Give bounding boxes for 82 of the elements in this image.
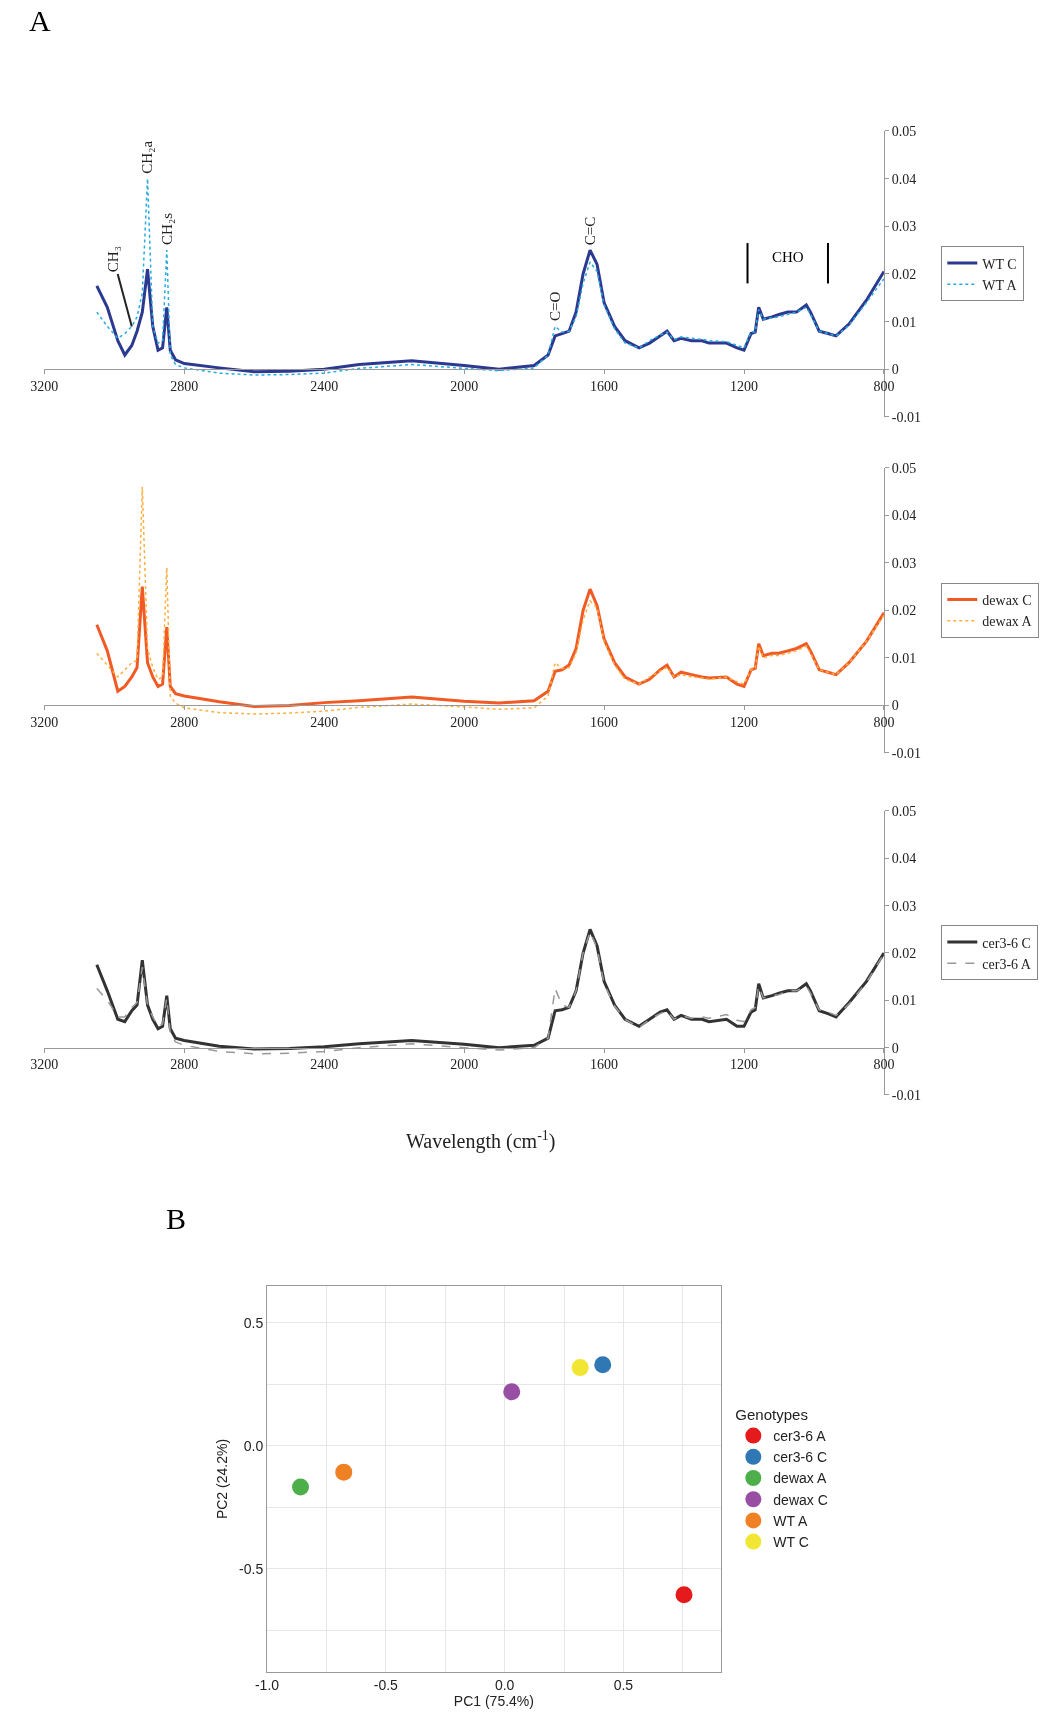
legend-label: cer3-6 C [982,935,1031,951]
x-tick-label: 2400 [310,379,339,395]
x-tick-label: 1600 [590,1057,619,1073]
x-tick-label: 2800 [170,1057,199,1073]
y-tick-label: -0.01 [891,409,921,425]
y-tick-label: 0.02 [891,603,917,619]
y-tick-label: 0.05 [891,123,917,139]
x-tick-label: 2000 [450,715,479,731]
x-tick-label: -0.5 [373,1676,399,1693]
x-tick-label: 1600 [590,715,619,731]
legend-label: WT C [773,1534,809,1551]
x-axis-title: PC1 (75.4%) [453,1693,534,1710]
legend-label: cer3-6 A [982,956,1032,972]
legend-title: Genotypes [735,1406,808,1424]
y-tick-label: 0.03 [891,898,917,914]
x-tick-label: 2800 [170,379,199,395]
y-tick-label: -0.01 [891,745,921,761]
x-tick-label: 1200 [730,1057,759,1073]
annotation: CH₂a [139,140,156,174]
x-tick-label: 1200 [730,715,759,731]
legend-label: dewax A [773,1470,827,1487]
annotation: CHO [772,249,804,265]
legend-label: dewax A [982,614,1033,630]
legend-label: WT A [982,277,1018,293]
x-tick-label: 1200 [730,379,759,395]
y-tick-label: 0.04 [891,508,917,524]
x-tick-label: -1.0 [254,1676,280,1693]
line-series [96,486,884,715]
text: B [166,1202,187,1235]
annotation: C=O [547,291,564,321]
legend-label: dewax C [982,593,1032,609]
y-tick-label: 0.03 [891,555,917,571]
point [675,1586,693,1604]
y-tick-label: 0.03 [891,219,917,235]
x-tick-label: 2400 [310,715,339,731]
y-tick-label: 0 [891,698,899,714]
legend-label: cer3-6 C [773,1449,828,1466]
y-tick-label: 0.0 [243,1437,264,1454]
legend-label: WT A [773,1512,808,1529]
y-tick-label: 0.04 [891,171,917,187]
point [292,1478,310,1496]
line-series [95,248,884,374]
y-tick-label: 0.05 [891,460,917,476]
x-tick-label: 2000 [450,1057,479,1073]
x-tick-label: 800 [873,1057,895,1073]
x-tick-label: 2800 [170,715,199,731]
y-tick-label: 0.05 [891,803,917,819]
x-tick-label: 3200 [30,715,59,731]
y-tick-label: -0.5 [239,1560,264,1577]
y-tick-label: 0.02 [891,266,917,282]
y-tick-label: -0.01 [891,1087,921,1103]
x-tick-label: 0.0 [494,1676,515,1693]
x-tick-label: 3200 [30,1057,59,1073]
legend-label: cer3-6 A [773,1428,827,1445]
y-tick-label: 0 [891,1040,899,1056]
x-tick-label: 2000 [450,379,479,395]
x-tick-label: 1600 [590,379,619,395]
annotation: CH₂s [158,212,175,245]
line-series [96,177,884,376]
y-tick-label: 0.02 [891,945,917,961]
x-tick-label: 2400 [310,1057,339,1073]
legend-label: WT C [982,256,1017,272]
y-tick-label: 0.01 [891,314,917,330]
x-tick-label: 3200 [30,379,59,395]
point [594,1356,612,1374]
y-tick-label: 0.04 [891,851,917,867]
x-tick-label: 800 [873,379,895,395]
y-tick-label: 0.5 [243,1314,264,1331]
legend-label: dewax C [773,1491,828,1508]
text: A [29,4,51,37]
y-axis-title: PC2 (24.2%) [213,1438,230,1520]
y-tick-label: 0.01 [891,993,917,1009]
point [335,1463,353,1481]
point [503,1383,521,1401]
annotation: C=C [581,216,598,246]
annotation: CH₃ [105,246,122,273]
point [571,1359,589,1377]
y-tick-label: 0 [891,362,899,378]
y-tick-label: 0.01 [891,650,917,666]
x-tick-label: 0.5 [613,1676,634,1693]
x-axis-title: Wavelength (cm$^{-1}$) [406,1128,556,1154]
x-tick-label: 800 [873,715,895,731]
